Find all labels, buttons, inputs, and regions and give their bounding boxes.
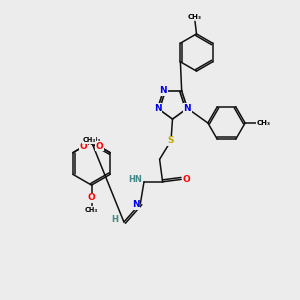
Text: O: O (80, 142, 88, 151)
Text: O: O (95, 142, 103, 151)
Text: HN: HN (129, 175, 142, 184)
Text: N: N (132, 200, 140, 209)
Text: CH₃: CH₃ (257, 120, 271, 126)
Text: N: N (132, 200, 140, 209)
Text: CH₃: CH₃ (82, 137, 95, 143)
Text: O: O (88, 193, 95, 202)
Text: O: O (183, 175, 190, 184)
Text: O: O (183, 175, 190, 184)
Text: H: H (111, 214, 118, 224)
Text: N: N (184, 104, 191, 113)
Text: N: N (160, 86, 167, 95)
Text: N: N (184, 104, 191, 113)
Text: S: S (168, 136, 174, 145)
Text: H: H (111, 214, 118, 224)
Text: HN: HN (129, 175, 142, 184)
Text: N: N (154, 104, 161, 113)
Text: N: N (154, 104, 161, 113)
Text: CH₃: CH₃ (88, 137, 101, 143)
Text: S: S (168, 136, 174, 145)
Text: N: N (160, 86, 167, 95)
Text: CH₃: CH₃ (85, 207, 98, 213)
Text: CH₃: CH₃ (188, 14, 202, 20)
